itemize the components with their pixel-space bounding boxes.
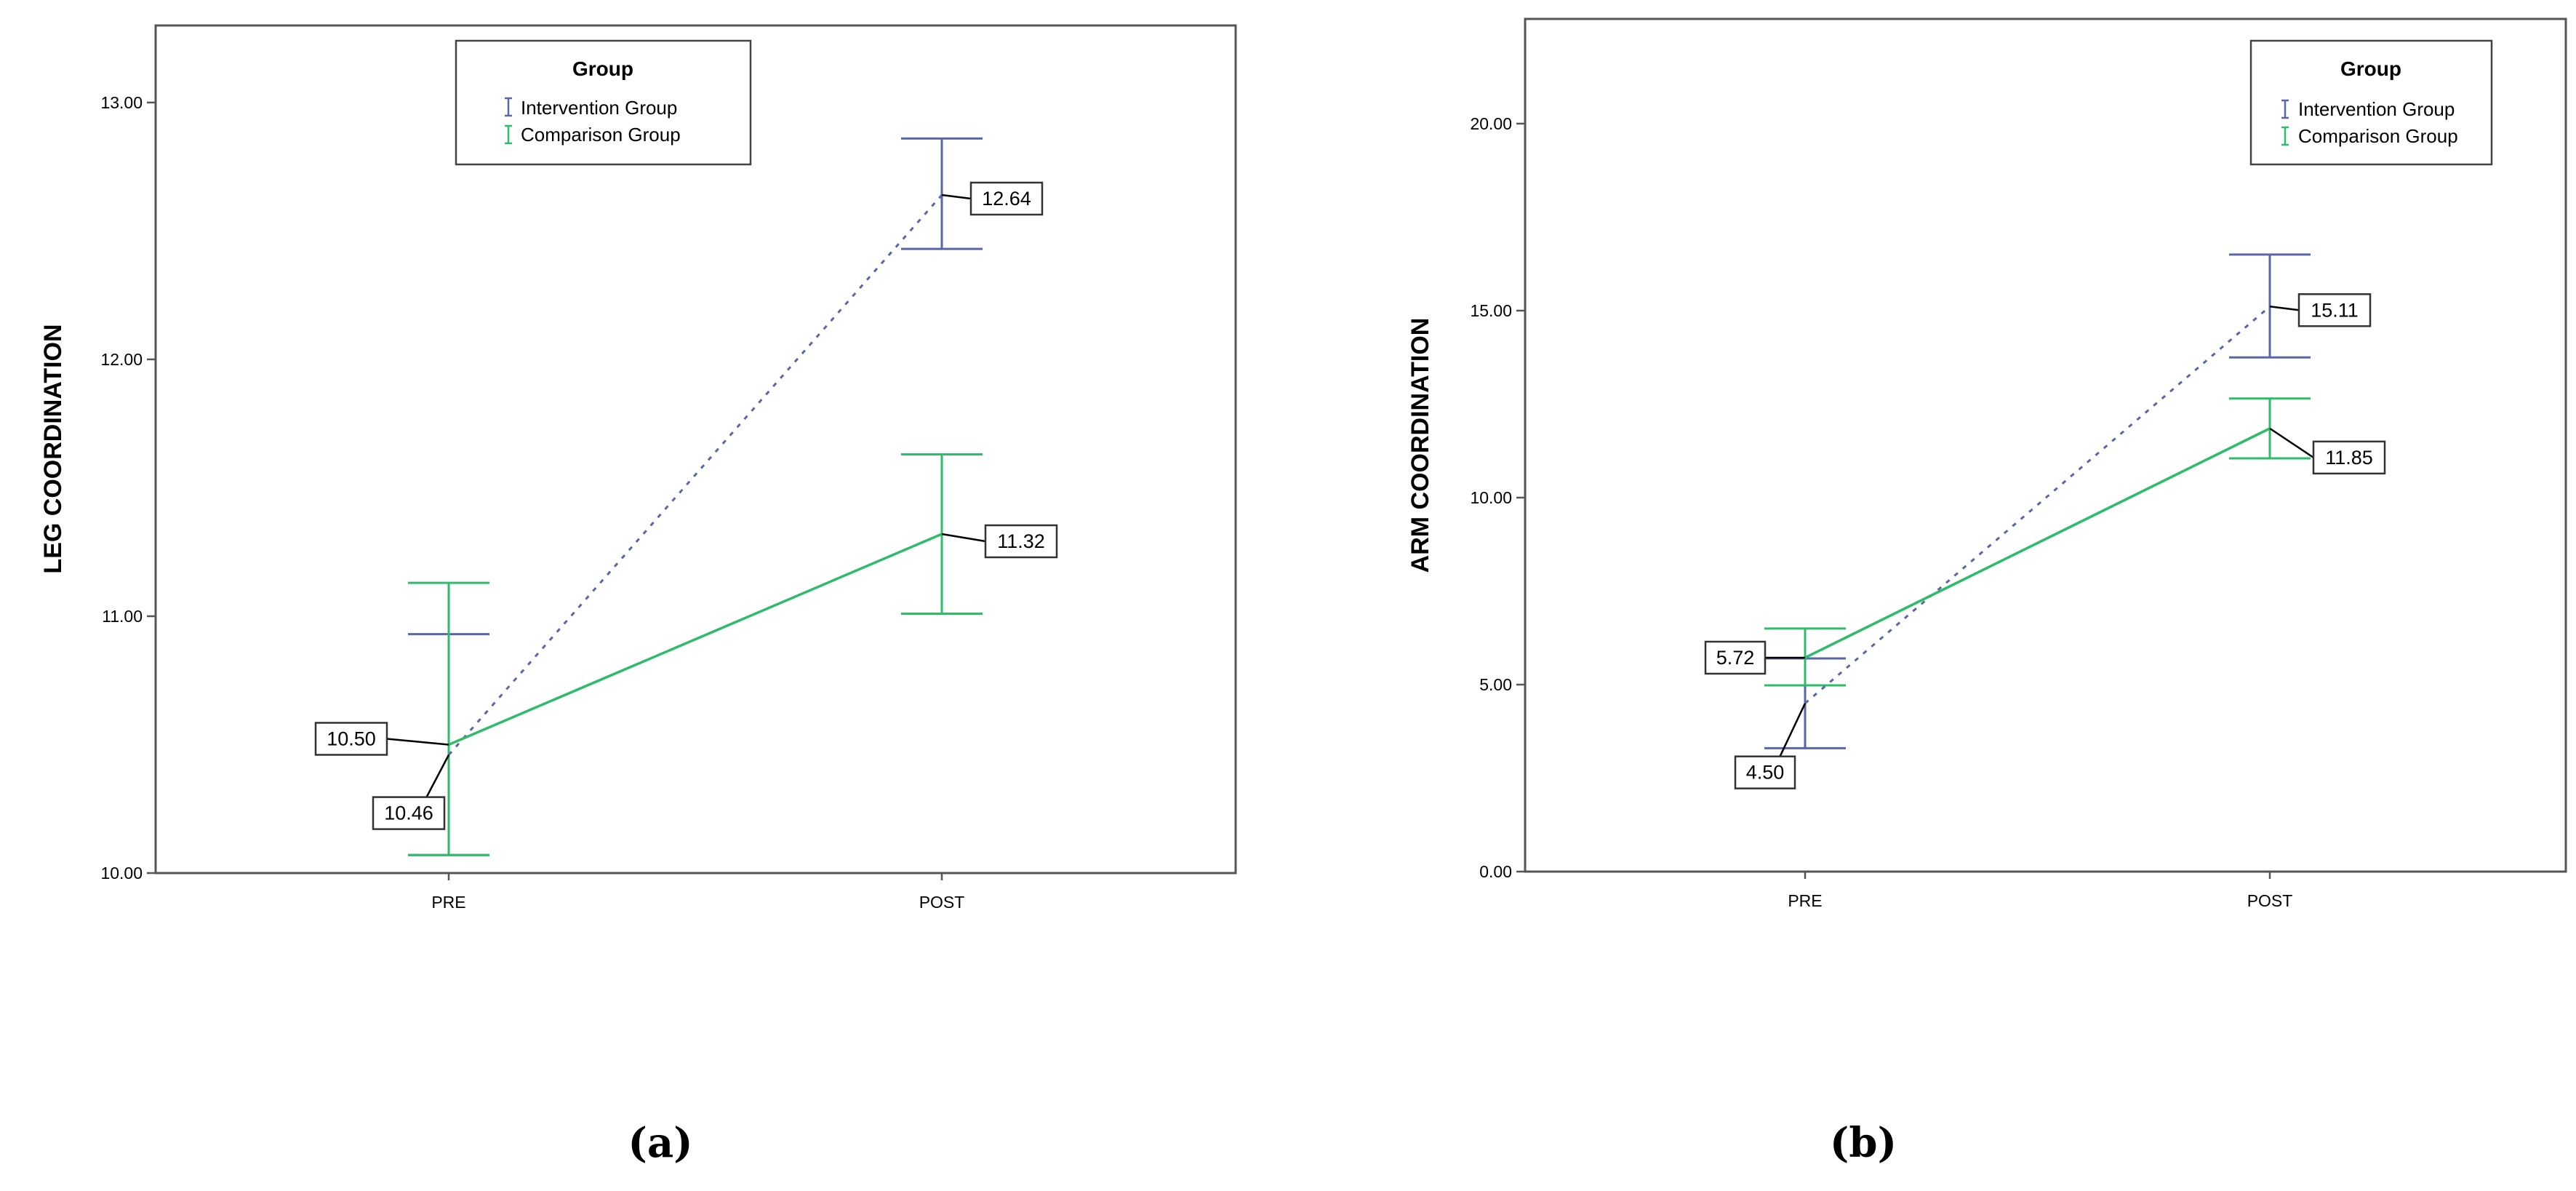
legend: Group Intervention Group Comparison Grou… — [455, 39, 752, 166]
intervention-data-label: 12.64 — [982, 188, 1031, 210]
comparison-data-label-leader — [2269, 427, 2314, 458]
y-tick-label: 15.00 — [1470, 301, 1512, 320]
intervention-data-label-leader — [425, 754, 450, 798]
x-tick-label: POST — [2247, 891, 2293, 910]
comparison-data-label: 5.72 — [1716, 647, 1755, 669]
y-axis-ticks: 10.00 11.00 12.00 13.00 — [100, 93, 156, 883]
intervention-data-label: 15.11 — [2311, 299, 2359, 321]
comparison-data-label-box — [314, 722, 388, 756]
y-axis-ticks: 0.00 5.00 10.00 15.00 20.00 — [1470, 114, 1525, 881]
y-tick-label: 12.00 — [100, 350, 143, 369]
y-tick-label: 10.00 — [100, 864, 143, 883]
intervention-series-line — [1804, 306, 2271, 704]
comparison-data-label: 10.50 — [327, 728, 376, 749]
comparison-data-label-box — [2312, 440, 2386, 475]
panel-label-a: (a) — [628, 1119, 692, 1167]
legend-box — [2249, 39, 2493, 166]
panel-a-leg-coordination: LEG COORDINATION 10.00 11.00 12.00 13.00 PR… — [39, 24, 1237, 1167]
series-marks: 4.50 15.11 5.72 11.85 — [1704, 253, 2386, 789]
legend-item-comparison: Comparison Group — [521, 124, 681, 146]
plot-frame — [154, 24, 1237, 875]
y-tick-label: 10.00 — [1470, 488, 1512, 507]
intervention-data-label-leader — [1779, 703, 1807, 757]
y-axis-label: LEG COORDINATION — [39, 324, 67, 573]
x-axis-ticks: PRE POST — [431, 873, 964, 912]
comparison-data-label-leader — [386, 738, 449, 746]
legend: Group Intervention Group Comparison Grou… — [2249, 39, 2493, 166]
legend-item-intervention: Intervention Group — [2298, 98, 2455, 120]
plot-frame — [1524, 17, 2567, 873]
comparison-data-label-box — [984, 524, 1058, 559]
intervention-series-line — [447, 194, 943, 756]
y-tick-label: 11.00 — [102, 607, 143, 626]
x-tick-label: PRE — [431, 893, 465, 912]
comparison-data-label-leader — [941, 533, 986, 543]
panel-b-arm-coordination: ARM COORDINATION 0.00 5.00 10.00 15.00 20.00… — [1407, 17, 2567, 1167]
x-tick-label: POST — [919, 893, 965, 912]
intervention-data-label-box — [2297, 293, 2372, 327]
y-tick-label: 13.00 — [100, 93, 143, 112]
legend-item-intervention: Intervention Group — [521, 97, 677, 119]
y-axis-label: ARM COORDINATION — [1407, 318, 1434, 573]
comparison-data-label: 11.85 — [2325, 447, 2373, 469]
intervention-data-label-box — [969, 181, 1044, 216]
legend-item-comparison: Comparison Group — [2298, 125, 2458, 147]
intervention-data-label-leader — [2269, 306, 2300, 311]
intervention-data-label-box — [372, 796, 446, 830]
panel-label-b: (b) — [1830, 1119, 1897, 1167]
comparison-series-line — [1804, 427, 2271, 659]
intervention-data-label: 4.50 — [1746, 762, 1785, 784]
intervention-data-label-box — [1734, 755, 1796, 789]
x-axis-ticks: PRE POST — [1788, 872, 2292, 910]
series-marks: 10.46 12.64 10.50 11.32 — [314, 137, 1058, 856]
legend-title: Group — [2340, 57, 2401, 80]
y-tick-label: 20.00 — [1470, 114, 1512, 133]
intervention-data-label: 10.46 — [384, 802, 433, 824]
comparison-series-line — [448, 533, 943, 746]
comparison-data-label-box — [1704, 640, 1767, 675]
intervention-data-label-leader — [941, 194, 972, 200]
comparison-data-label: 11.32 — [997, 530, 1045, 552]
y-tick-label: 5.00 — [1479, 675, 1512, 694]
x-tick-label: PRE — [1788, 891, 1822, 910]
y-tick-label: 0.00 — [1479, 862, 1512, 881]
legend-title: Group — [572, 57, 633, 80]
